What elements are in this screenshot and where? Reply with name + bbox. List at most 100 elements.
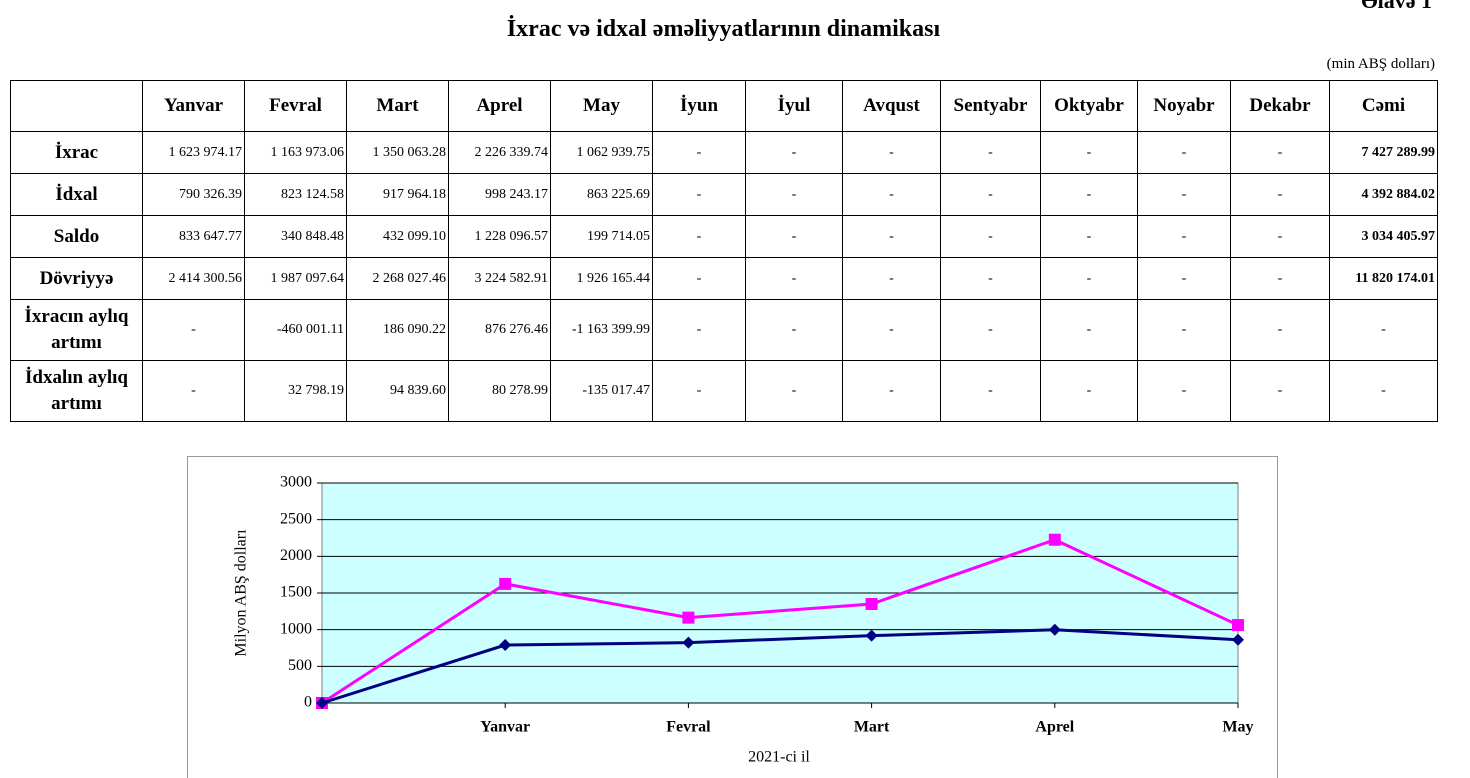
table-cell: - [1040,131,1138,174]
table-cell: - [745,173,843,216]
point-marker [499,577,512,590]
table-cell: - [842,131,941,174]
table-cell: 2 226 339.74 [448,131,551,174]
x-tick-label: Yanvar [480,719,530,736]
x-axis-label: 2021-ci il [748,749,810,766]
column-header: Aprel [448,80,551,132]
table-cell: - [940,299,1041,361]
chart: 0 500 1000 1500 2000 2500 3000 Yanvar Fevral Mart… [187,456,1278,778]
table-cell: - [940,131,1041,174]
table-cell: - [842,299,941,361]
table-cell: - [652,257,746,300]
table-cell: -135 017.47 [550,360,653,422]
table-cell: - [745,360,843,422]
table-cell: 3 224 582.91 [448,257,551,300]
y-axis-label: Milyon ABŞ dolları [233,529,250,657]
data-table: Yanvar Fevral Mart Aprel May İyun İyul Avqust Se… [10,80,1438,422]
units-note: (min ABŞ dolları) [1326,56,1435,72]
table-cell: -1 163 399.99 [550,299,653,361]
table-cell: 199 714.05 [550,215,653,258]
row-label: İdxalın aylıq artımı [10,360,143,422]
table-cell: 3 034 405.97 [1329,215,1438,258]
table-cell: - [652,299,746,361]
series-line [321,628,1239,705]
table-cell: 2 414 300.56 [142,257,245,300]
table-cell: - [745,257,843,300]
point-marker [1048,623,1061,636]
table-cell: - [1329,299,1438,361]
corner-cell [10,80,143,132]
header-row: Yanvar Fevral Mart Aprel May İyun İyul Avqust Se… [10,80,1438,132]
table-cell: 833 647.77 [142,215,245,258]
table-cell: 863 225.69 [550,173,653,216]
column-header: İyul [745,80,843,132]
table-cell: - [1137,215,1231,258]
table-cell: 876 276.46 [448,299,551,361]
table-cell: - [940,360,1041,422]
table-cell: 1 062 939.75 [550,131,653,174]
table-cell: 1 228 096.57 [448,215,551,258]
table-cell: - [1040,257,1138,300]
table-cell: - [1137,360,1231,422]
table-cell: 4 392 884.02 [1329,173,1438,216]
table-cell: - [1230,360,1330,422]
table-cell: - [652,360,746,422]
table-cell: - [940,215,1041,258]
table-cell: 998 243.17 [448,173,551,216]
table-cell: - [1040,299,1138,361]
column-header: Avqust [842,80,941,132]
table-cell: - [842,257,941,300]
y-tick-label: 500 [288,657,312,674]
x-tick-label: Fevral [666,719,711,736]
table-cell: - [842,360,941,422]
column-header: Fevral [244,80,347,132]
table-cell: 80 278.99 [448,360,551,422]
column-header: Yanvar [142,80,245,132]
point-marker [1048,533,1061,546]
point-marker [499,639,512,652]
y-tick-label: 0 [304,694,312,711]
table-cell: 340 848.48 [244,215,347,258]
column-header: Oktyabr [1040,80,1138,132]
table-cell: - [1040,173,1138,216]
table-cell: 1 623 974.17 [142,131,245,174]
table-row: Saldo 833 647.77 340 848.48 432 099.10 1 228… [10,215,1438,258]
table-cell: - [745,299,843,361]
y-tick-label: 2500 [280,510,312,527]
row-label: İxracın aylıq artımı [10,299,143,361]
table-cell: - [842,173,941,216]
table-cell: 790 326.39 [142,173,245,216]
table-cell: - [1137,257,1231,300]
point-marker [1232,633,1244,646]
table-row: İdxalın aylıq artımı -32 798.19 94 839.60 8… [10,360,1438,422]
table-cell: 917 964.18 [346,173,449,216]
table-row: İxrac 1 623 974.17 1 163 973.06 1 350 063.2… [10,131,1438,174]
point-marker [682,611,695,624]
point-marker [1232,619,1244,632]
column-header: İyun [652,80,746,132]
table-cell: - [745,131,843,174]
row-label: İdxal [10,173,143,216]
table-cell: 1 350 063.28 [346,131,449,174]
table-cell: 94 839.60 [346,360,449,422]
table-cell: - [745,215,843,258]
table-row: İxracın aylıq artımı - -460 001.11 186 090.… [10,299,1438,361]
table-cell: 11 820 174.01 [1329,257,1438,300]
table-cell: - [142,360,245,422]
y-tick-label: 1500 [280,584,312,601]
table-cell: - [1137,131,1231,174]
x-tick-label: Mart [854,719,890,736]
table-cell: - [652,215,746,258]
table-cell: 1 987 097.64 [244,257,347,300]
table-cell: - [1040,360,1138,422]
table-cell: - [142,299,245,361]
table-cell: - [842,215,941,258]
table-row: İdxal 790 326.39 823 124.58 917 964.18 998 2… [10,173,1438,216]
column-header: Mart [346,80,449,132]
table-cell: 2 268 027.46 [346,257,449,300]
y-tick-label: 2000 [280,547,312,564]
point-marker [682,636,695,649]
table-cell: 1 926 165.44 [550,257,653,300]
annex-label: Əlavə 1 [1361,0,1432,13]
